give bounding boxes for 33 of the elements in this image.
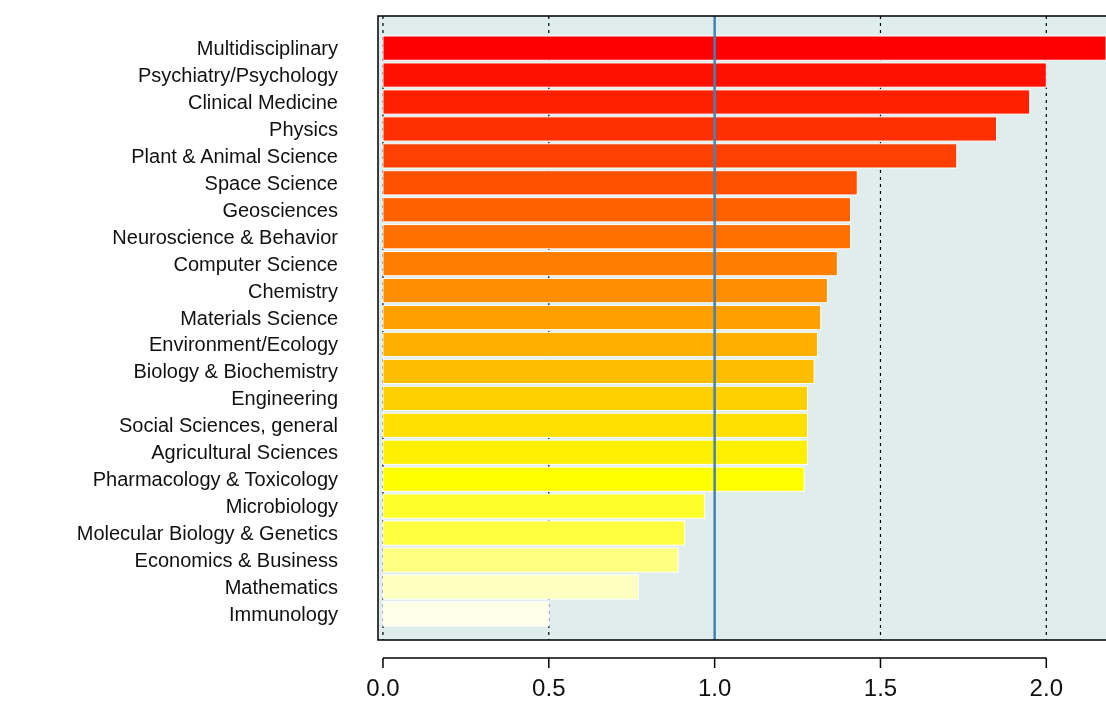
x-tick-label: 2.0: [1029, 674, 1063, 701]
x-tick-label: 1.5: [863, 674, 898, 701]
y-tick-label: Social Sciences, general: [118, 414, 338, 437]
y-tick-label: Computer Science: [173, 252, 338, 275]
bar: [382, 304, 822, 331]
y-tick-label: Molecular Biology & Genetics: [76, 522, 338, 545]
y-tick-label: Psychiatry/Psychology: [137, 64, 338, 87]
y-tick-label: Geosciences: [222, 198, 338, 221]
y-tick-label: Materials Science: [180, 306, 338, 329]
y-tick-label: Mathematics: [224, 575, 338, 598]
y-tick-label: Neuroscience & Behavior: [112, 225, 339, 248]
y-tick-label: Biology & Biochemistry: [133, 360, 338, 383]
y-tick-label: Microbiology: [225, 495, 338, 518]
y-tick-label: Environment/Ecology: [149, 333, 338, 356]
y-tick-label: Multidisciplinary: [196, 37, 338, 60]
y-tick-label: Physics: [269, 117, 338, 140]
x-tick-label: 1.0: [697, 674, 732, 701]
bar: [382, 277, 828, 304]
y-tick-label: Engineering: [231, 387, 338, 410]
y-tick-label: Economics & Business: [134, 549, 338, 571]
y-tick-label: Immunology: [229, 602, 338, 625]
y-tick-label: Agricultural Sciences: [151, 441, 338, 464]
bar: [382, 358, 815, 385]
x-tick-label: 0.5: [532, 674, 566, 701]
x-tick-label: 0.0: [366, 674, 400, 701]
y-tick-label: Plant & Animal Science: [131, 144, 338, 167]
bar: [382, 331, 818, 358]
bar: [382, 251, 838, 277]
y-tick-label: Pharmacology & Toxicology: [92, 468, 338, 491]
y-tick-label: Space Science: [204, 171, 338, 194]
bar: [382, 385, 808, 411]
y-tick-label: Clinical Medicine: [187, 91, 338, 113]
y-tick-label: Chemistry: [247, 279, 338, 302]
